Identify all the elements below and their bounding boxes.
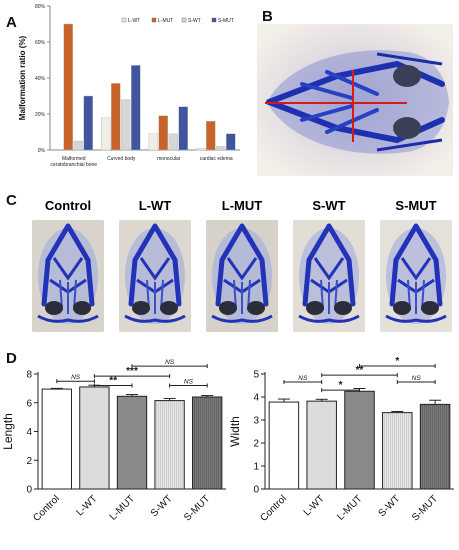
bar-l-mut (111, 83, 121, 151)
y-tick-label: 0 (253, 485, 259, 496)
legend-swatch (121, 17, 127, 23)
x-tick-label: L-MUT (108, 493, 137, 522)
bar-s-mut (131, 65, 141, 151)
panel-label-d: D (6, 350, 17, 367)
bar-s-mut (226, 133, 236, 151)
legend-label: L-WT (128, 18, 140, 24)
panel-label-b: B (262, 8, 273, 25)
photo-label-control: Control (44, 198, 92, 213)
bar-s-wt (73, 140, 83, 151)
photo-label-s-wt: S-WT (312, 198, 346, 213)
y-tick-label: 4 (253, 393, 259, 404)
larva-photo-s-mut (380, 220, 452, 332)
significance-label: NS (412, 375, 422, 382)
x-tick-label: Control (31, 493, 62, 524)
bar-l-wt (306, 400, 337, 490)
malformation-chart: 0% 20% 40% 60% 80% Malformation ratio (%) Malf… (18, 4, 240, 168)
significance-label: NS (71, 374, 81, 381)
x-tick-label: cardiac edema (200, 156, 233, 162)
bar-l-mut (206, 120, 216, 151)
bar-control (268, 401, 300, 490)
bar-s-wt (382, 412, 413, 490)
bar-l-wt (79, 386, 110, 490)
y-tick-label: 6 (26, 398, 32, 409)
significance-label: *** (126, 366, 138, 377)
x-tick-label: ceratobranchial bone (50, 162, 97, 168)
x-tick-label: L-WT (302, 493, 327, 518)
y-axis-title: Length (1, 413, 15, 450)
x-tick-label: Malformed (62, 156, 86, 162)
significance-label: NS (298, 375, 308, 382)
y-tick-label: 2 (26, 456, 32, 467)
significance-label: * (339, 380, 343, 391)
significance-label: * (395, 356, 399, 367)
photo-label-l-wt: L-WT (138, 198, 172, 213)
photo-label-l-mut: L-MUT (221, 198, 263, 213)
significance-label: ** (356, 365, 364, 376)
x-tick-label: Control (258, 493, 289, 524)
y-tick-label: 5 (253, 370, 259, 381)
significance-label: NS (165, 359, 175, 366)
y-tick-label: 1 (253, 462, 259, 473)
panel-label-c: C (6, 192, 17, 209)
y-axis-title: Width (230, 416, 242, 447)
legend-label: L-MUT (158, 18, 173, 24)
larva-photo-l-mut (206, 220, 278, 332)
x-tick-label: S-WT (149, 493, 175, 519)
panel-label-a: A (6, 14, 17, 31)
larva-photo-l-wt (119, 220, 191, 332)
legend-label: S-WT (188, 18, 201, 24)
legend-label: S-MUT (218, 18, 234, 24)
bar-s-mut (419, 403, 451, 490)
bar-l-mut (63, 23, 73, 151)
y-tick-label: 4 (26, 427, 32, 438)
skeleton-photo-measurement (257, 24, 453, 176)
legend-swatch (211, 17, 217, 23)
y-tick-label: 2 (253, 439, 259, 450)
y-tick-label: 3 (253, 416, 259, 427)
y-tick-label: 0% (38, 148, 46, 154)
bar-s-wt (121, 99, 131, 151)
x-tick-label: S-MUT (410, 493, 440, 523)
bar-s-mut (83, 95, 93, 151)
bar-s-wt (168, 133, 178, 151)
x-tick-label: S-WT (377, 493, 403, 519)
y-axis-title: Malformation ratio (%) (18, 35, 27, 120)
legend-swatch (181, 17, 187, 23)
y-tick-label: 60% (35, 40, 46, 46)
x-tick-label: monocular (157, 156, 181, 162)
bar-control (41, 388, 72, 490)
x-tick-label: Curved body (107, 156, 136, 162)
larva-photo-control (32, 220, 104, 332)
y-tick-label: 8 (26, 370, 32, 381)
x-tick-label: S-MUT (182, 493, 212, 523)
y-tick-label: 40% (35, 76, 46, 82)
bar-l-wt (148, 133, 158, 151)
x-tick-label: L-WT (74, 493, 99, 518)
legend-swatch (151, 17, 157, 23)
bar-s-mut (192, 396, 223, 490)
bar-s-mut (178, 106, 188, 151)
significance-label: ** (109, 376, 117, 387)
length-chart: 0 2 4 6 8 Length Control L-WT L-MUT S-WT S-MUT NS **… (1, 359, 226, 524)
bar-l-wt (196, 147, 206, 151)
bar-l-mut (344, 390, 375, 490)
bar-l-mut (116, 395, 148, 490)
y-tick-label: 80% (35, 4, 46, 10)
bar-s-wt (154, 400, 185, 490)
bar-s-wt (216, 146, 226, 151)
bar-l-mut (158, 115, 168, 151)
photo-label-s-mut: S-MUT (395, 198, 437, 213)
y-tick-label: 0 (26, 485, 32, 496)
y-tick-label: 20% (35, 112, 46, 118)
significance-label: NS (184, 379, 194, 386)
bar-l-wt (101, 117, 111, 151)
x-tick-label: L-MUT (335, 493, 364, 522)
larva-photo-s-wt (293, 220, 365, 332)
